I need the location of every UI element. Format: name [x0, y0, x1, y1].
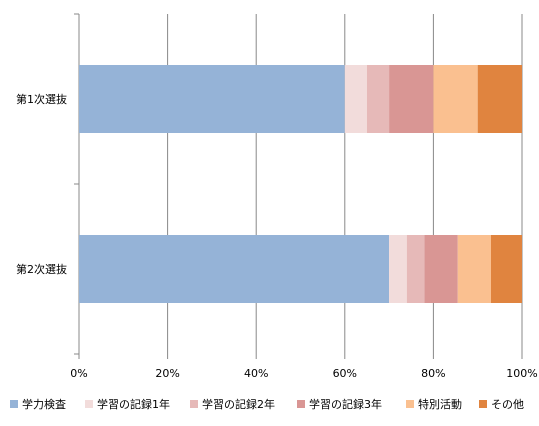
bar-segment [389, 235, 407, 303]
x-tick-label: 20% [155, 367, 179, 380]
bar-segment [79, 65, 345, 133]
x-tick-label: 80% [421, 367, 445, 380]
legend-label: 学習の記録2年 [202, 397, 275, 411]
bar-segment [79, 235, 390, 303]
category-label: 第2次選抜 [16, 262, 67, 276]
bar-segment [406, 235, 425, 303]
legend-swatch [479, 400, 487, 408]
x-tick-label: 0% [70, 367, 87, 380]
legend-label: 学習の記録3年 [309, 397, 382, 411]
x-tick-label: 40% [244, 367, 268, 380]
bar-segment [366, 65, 390, 133]
bar-segment [424, 235, 458, 303]
legend-swatch [85, 400, 93, 408]
bar-segment [389, 65, 434, 133]
legend-swatch [406, 400, 414, 408]
bars [79, 65, 522, 303]
x-tick-label: 60% [333, 367, 357, 380]
legend-swatch [190, 400, 198, 408]
legend-label: 特別活動 [418, 397, 462, 411]
legend-label: その他 [491, 398, 524, 411]
bar-segment [457, 235, 491, 303]
bar-segment [477, 65, 522, 133]
legend-swatch [297, 400, 305, 408]
category-label: 第1次選抜 [16, 92, 67, 106]
legend-swatch [10, 400, 18, 408]
bar-segment [490, 235, 522, 303]
x-tick-label: 100% [506, 367, 537, 380]
legend-label: 学力検査 [22, 397, 66, 411]
legend-label: 学習の記録1年 [97, 397, 170, 411]
legend: 学力検査 学習の記録1年 学習の記録2年 学習の記録3年 特別活動 その他 [10, 397, 524, 411]
bar-segment [344, 65, 367, 133]
x-tick-labels: 0% 20% 40% 60% 80% 100% [70, 367, 537, 380]
bar-segment [433, 65, 478, 133]
